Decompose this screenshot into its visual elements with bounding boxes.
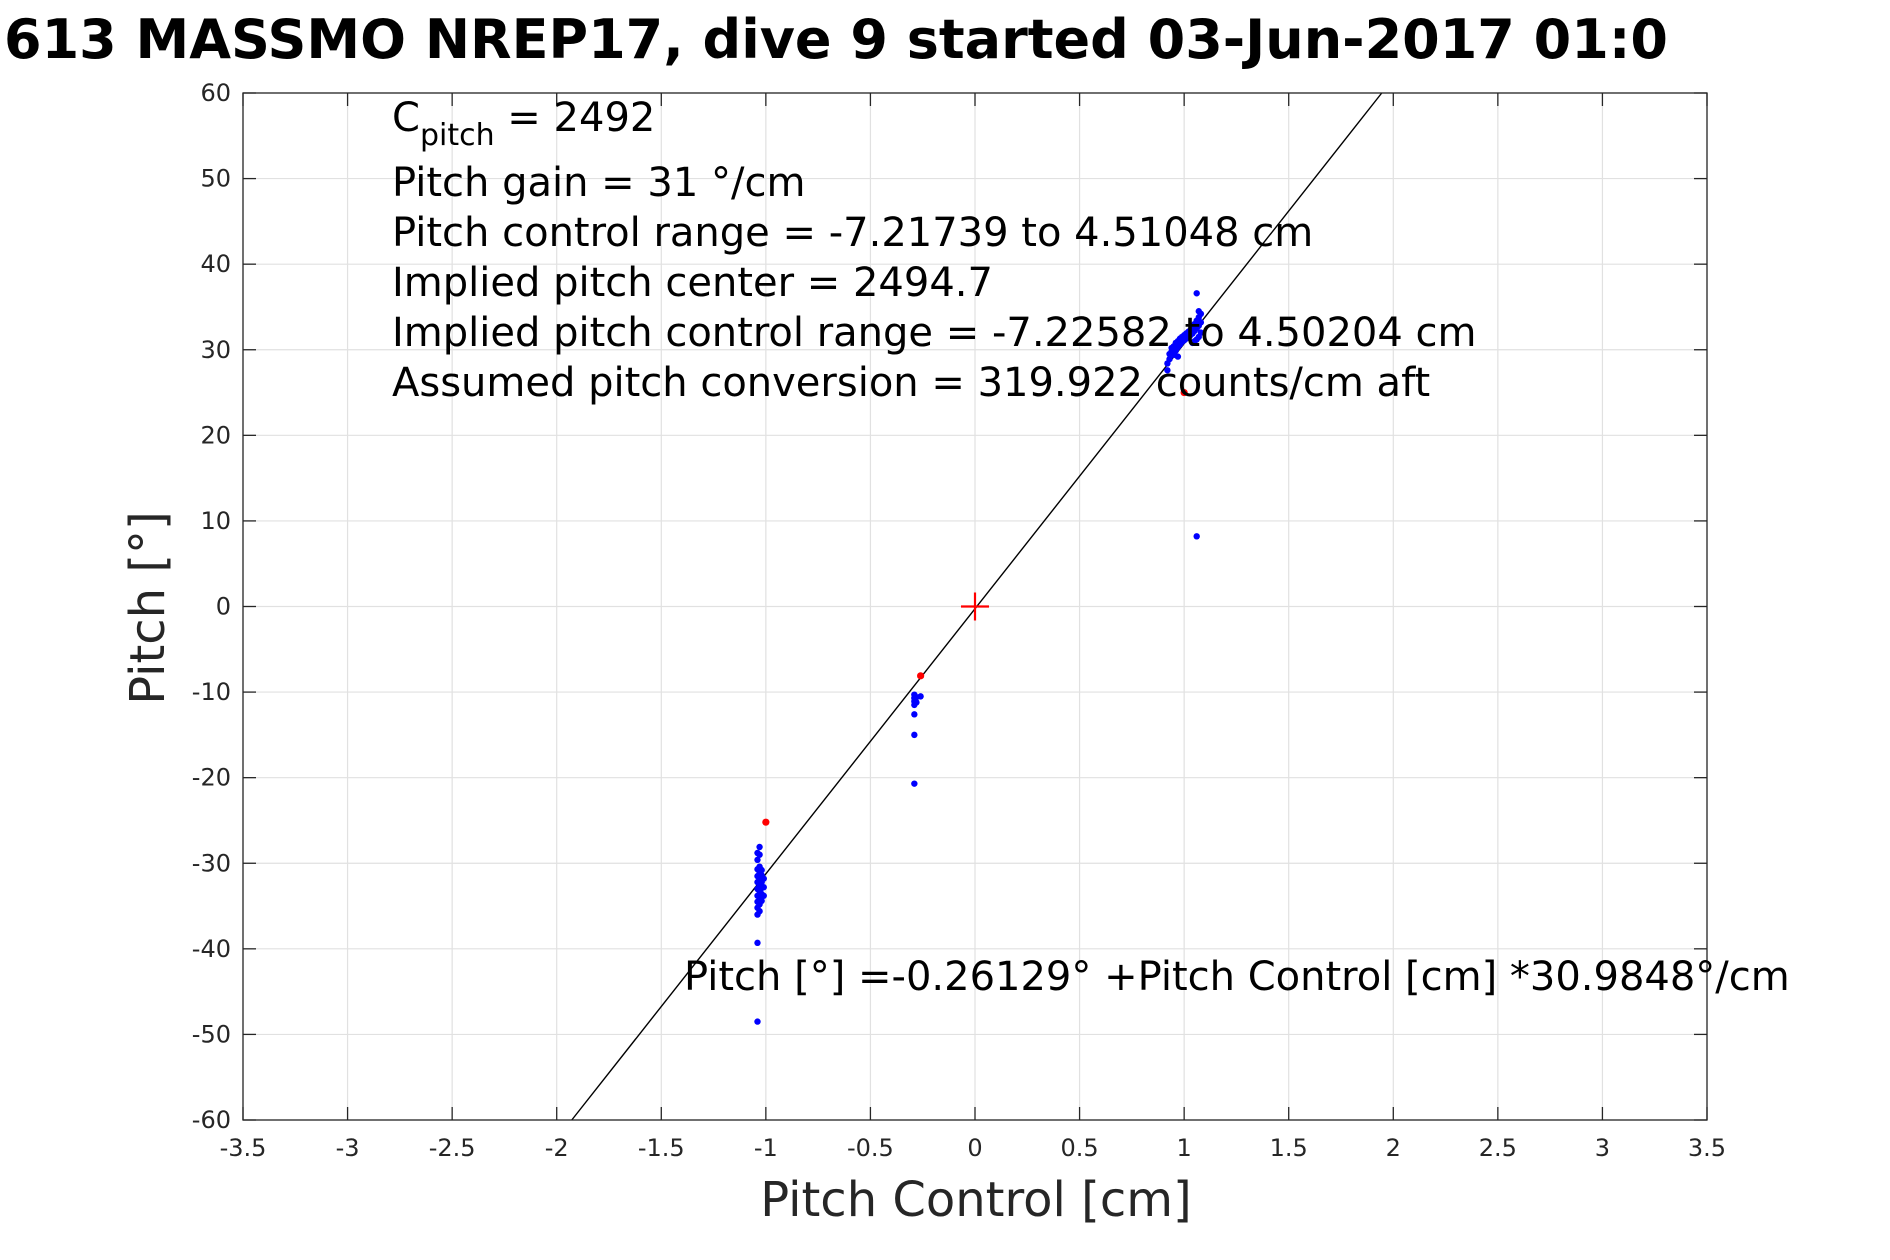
data-point (1164, 367, 1171, 374)
data-point (1197, 319, 1205, 326)
x-tick-labels: -3.5 -3 -2.5 -2 -1.5 -1 -0.5 0 0.5 1 1.5 2 2.5 3 3.5 (220, 1134, 1727, 1162)
data-point (758, 897, 765, 905)
y-axis-label: Pitch [°] (120, 511, 176, 705)
data-point (760, 884, 767, 891)
x-tick-label: 1.5 (1270, 1134, 1308, 1162)
center-marker (961, 592, 989, 621)
x-tick-label: 2 (1386, 1134, 1401, 1162)
cpitch-value: = 2492 (495, 95, 656, 141)
outlier-point (917, 672, 925, 680)
data-point (760, 892, 767, 899)
data-point (754, 856, 761, 864)
data-point (756, 907, 763, 915)
data-point (760, 875, 767, 882)
axis-ticks (242, 92, 1708, 1121)
pitch-gain-annotation: Pitch gain = 31 °/cm (392, 160, 805, 206)
x-tick-label: -0.5 (847, 1134, 894, 1162)
y-tick-labels: -60 -50 -40 -30 -20 -10 0 10 20 30 40 50 60 (192, 79, 231, 1134)
y-tick-label: -60 (192, 1106, 231, 1134)
x-tick-label: -1 (754, 1134, 778, 1162)
data-point (1197, 329, 1205, 336)
data-point (754, 939, 761, 947)
x-tick-label: 2.5 (1479, 1134, 1517, 1162)
y-tick-label: 10 (200, 507, 231, 535)
axes-box (242, 92, 1708, 1121)
y-tick-label: 30 (200, 336, 231, 364)
y-tick-label: -10 (192, 678, 231, 706)
data-point (911, 780, 918, 787)
data-point (911, 711, 918, 718)
data-point (754, 1018, 761, 1025)
data-point (1197, 310, 1205, 318)
cpitch-prefix: C (392, 95, 420, 141)
pitch-control-range-annotation: Pitch control range = -7.21739 to 4.5104… (392, 210, 1313, 256)
x-tick-label: -3.5 (220, 1134, 267, 1162)
x-tick-label: 0.5 (1060, 1134, 1098, 1162)
x-tick-label: 0 (967, 1134, 982, 1162)
data-point (917, 693, 924, 700)
data-point (758, 866, 765, 874)
data-point (1193, 290, 1200, 297)
chart-title: 613 MASSMO NREP17, dive 9 started 03-Jun… (4, 8, 1668, 71)
data-point (911, 731, 918, 739)
x-tick-label: 3 (1595, 1134, 1610, 1162)
x-tick-label: 3.5 (1688, 1134, 1726, 1162)
data-point (1174, 353, 1182, 360)
y-tick-label: -30 (192, 849, 231, 877)
implied-pitch-range-annotation: Implied pitch control range = -7.22582 t… (392, 310, 1476, 356)
fit-equation-annotation: Pitch [°] =-0.26129° +Pitch Control [cm]… (684, 954, 1790, 1000)
implied-pitch-center-annotation: Implied pitch center = 2494.7 (392, 260, 993, 306)
y-tick-label: -50 (192, 1020, 231, 1048)
y-tick-label: 20 (200, 421, 231, 449)
y-tick-label: -40 (192, 935, 231, 963)
data-point (1193, 533, 1200, 540)
x-tick-label: -1.5 (638, 1134, 685, 1162)
y-tick-label: -20 (192, 764, 231, 792)
y-tick-label: 60 (200, 79, 231, 107)
data-point (756, 851, 763, 858)
data-point (913, 699, 920, 706)
x-axis-label: Pitch Control [cm] (760, 1172, 1191, 1228)
points-layer (754, 290, 1205, 1025)
cpitch-subscript: pitch (420, 118, 495, 153)
x-tick-label: -2 (545, 1134, 569, 1162)
y-tick-label: 50 (200, 165, 231, 193)
y-tick-label: 0 (216, 593, 231, 621)
data-point (1166, 355, 1173, 363)
data-point (756, 843, 763, 851)
x-tick-label: -3 (336, 1134, 360, 1162)
x-tick-label: -2.5 (429, 1134, 476, 1162)
pitch-conversion-annotation: Assumed pitch conversion = 319.922 count… (392, 360, 1430, 406)
x-tick-label: 1 (1177, 1134, 1192, 1162)
outlier-point (1180, 388, 1188, 397)
y-tick-label: 40 (200, 250, 231, 278)
data-point (1178, 335, 1186, 342)
outlier-point (762, 818, 770, 826)
cpitch-annotation: Cpitch = 2492 (392, 95, 655, 153)
